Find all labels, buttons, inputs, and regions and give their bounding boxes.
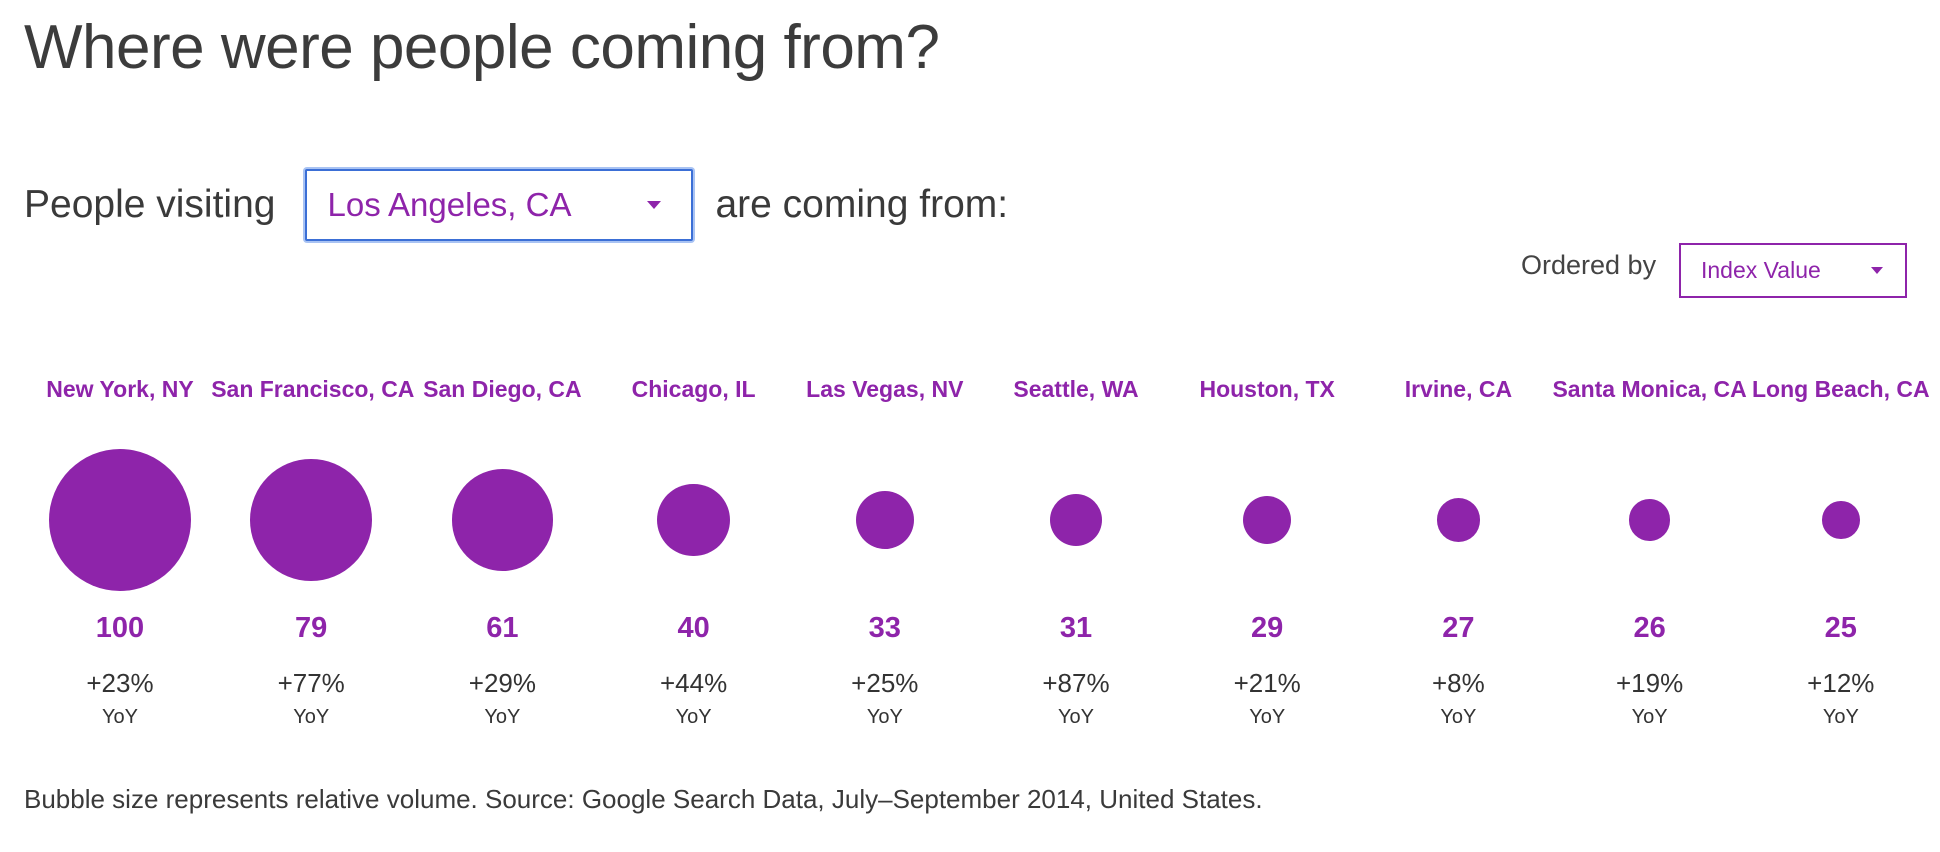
yoy-change: +21% [1233,668,1301,698]
yoy-change: +23% [86,668,154,698]
volume-bubble [451,469,554,571]
yoy-label: YoY [484,706,521,728]
yoy-label: YoY [293,706,330,728]
index-value: 25 [1824,612,1857,644]
index-value: 100 [95,612,145,644]
chevron-down-icon [647,201,662,209]
index-value: 27 [1442,612,1475,644]
yoy-change: +87% [1042,668,1110,698]
order-select-value: Index Value [1701,257,1821,283]
index-value: 26 [1633,612,1666,644]
city-label: Seattle, WA [1013,376,1139,402]
city-label: New York, NY [46,376,194,402]
index-value: 31 [1059,612,1093,644]
yoy-change: +19% [1615,668,1684,698]
yoy-change: +77% [277,668,345,698]
volume-bubble [49,449,191,591]
city-select-value: Los Angeles, CA [327,186,572,223]
city-label: San Francisco, CA [211,376,415,402]
index-value: 61 [486,612,519,644]
city-label: Irvine, CA [1404,376,1513,402]
page-title: Where were people coming from? [24,13,940,82]
volume-bubble [1049,493,1103,547]
yoy-label: YoY [675,706,712,728]
visit-filter-row: People visiting Los Angeles, CA are comi… [24,166,1008,244]
visit-suffix-text: are coming from: [715,183,1009,226]
yoy-label: YoY [1058,706,1094,728]
yoy-change: +44% [659,668,728,698]
yoy-label: YoY [1249,706,1286,728]
city-label: San Diego, CA [423,376,582,402]
volume-bubble [1822,501,1860,539]
yoy-label: YoY [866,706,903,728]
visit-prefix-text: People visiting [24,183,276,226]
index-value: 79 [295,612,328,644]
order-select[interactable]: Index Value [1679,243,1907,298]
yoy-label: YoY [1631,706,1668,728]
city-label: Houston, TX [1199,376,1335,402]
city-label: Chicago, IL [631,376,756,402]
city-label: Las Vegas, NV [806,376,964,402]
yoy-label: YoY [1440,706,1477,728]
volume-bubble [657,483,730,557]
yoy-change: +8% [1432,668,1485,698]
yoy-change: +25% [851,668,919,698]
chevron-down-icon [1871,267,1883,274]
yoy-label: YoY [1822,706,1859,728]
volume-bubble [250,459,373,581]
yoy-label: YoY [102,706,138,728]
city-label: Long Beach, CA [1751,376,1930,402]
footnote: Bubble size represents relative volume. … [24,784,1263,814]
volume-bubble [855,490,915,550]
order-label: Ordered by [1521,250,1657,280]
volume-bubble [1436,498,1481,542]
city-label: Santa Monica, CA [1552,376,1747,402]
index-value: 29 [1251,612,1284,644]
yoy-change: +29% [468,668,536,698]
volume-bubble [1243,495,1292,545]
city-select[interactable]: Los Angeles, CA [305,169,694,241]
index-value: 40 [677,612,710,644]
index-value: 33 [868,612,901,644]
volume-bubble [1628,499,1671,541]
yoy-change: +12% [1807,668,1875,698]
